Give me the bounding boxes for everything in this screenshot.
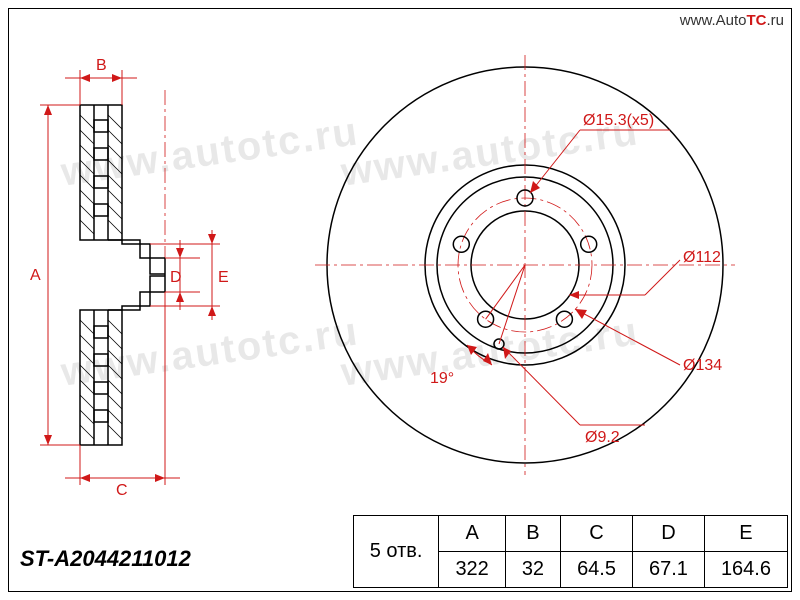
url-prefix: www.Auto (680, 12, 747, 29)
col-b: B (505, 516, 560, 552)
dim-label-a: A (30, 267, 41, 284)
val-a: 322 (439, 552, 505, 588)
val-e: 164.6 (704, 552, 787, 588)
part-number: ST-A2044211012 (20, 546, 191, 572)
callout-index-hole: Ø9.2 (585, 429, 620, 446)
col-e: E (704, 516, 787, 552)
table-header-row: 5 отв. A B C D E (353, 516, 787, 552)
col-c: C (561, 516, 633, 552)
section-view: B A C D E (20, 30, 250, 520)
dim-label-b: B (96, 57, 107, 74)
url-suffix: .ru (766, 12, 784, 29)
callout-bolt-circle: Ø134 (683, 357, 722, 374)
front-view: Ø15.3(x5) Ø112 Ø134 Ø9.2 19° (280, 30, 760, 490)
holes-cell: 5 отв. (353, 516, 439, 588)
callout-center-bore: Ø112 (683, 249, 721, 266)
dim-label-c: C (116, 482, 128, 499)
callout-angle: 19° (430, 370, 454, 387)
val-b: 32 (505, 552, 560, 588)
callout-bolt-hole: Ø15.3(x5) (583, 112, 654, 129)
val-d: 67.1 (633, 552, 705, 588)
url-mid: TC (746, 12, 766, 29)
dim-label-d: D (170, 269, 182, 286)
col-d: D (633, 516, 705, 552)
val-c: 64.5 (561, 552, 633, 588)
site-url: www.AutoTC.ru (680, 12, 784, 29)
dim-label-e: E (218, 269, 229, 286)
dimension-table: 5 отв. A B C D E 322 32 64.5 67.1 164.6 (353, 515, 788, 588)
col-a: A (439, 516, 505, 552)
